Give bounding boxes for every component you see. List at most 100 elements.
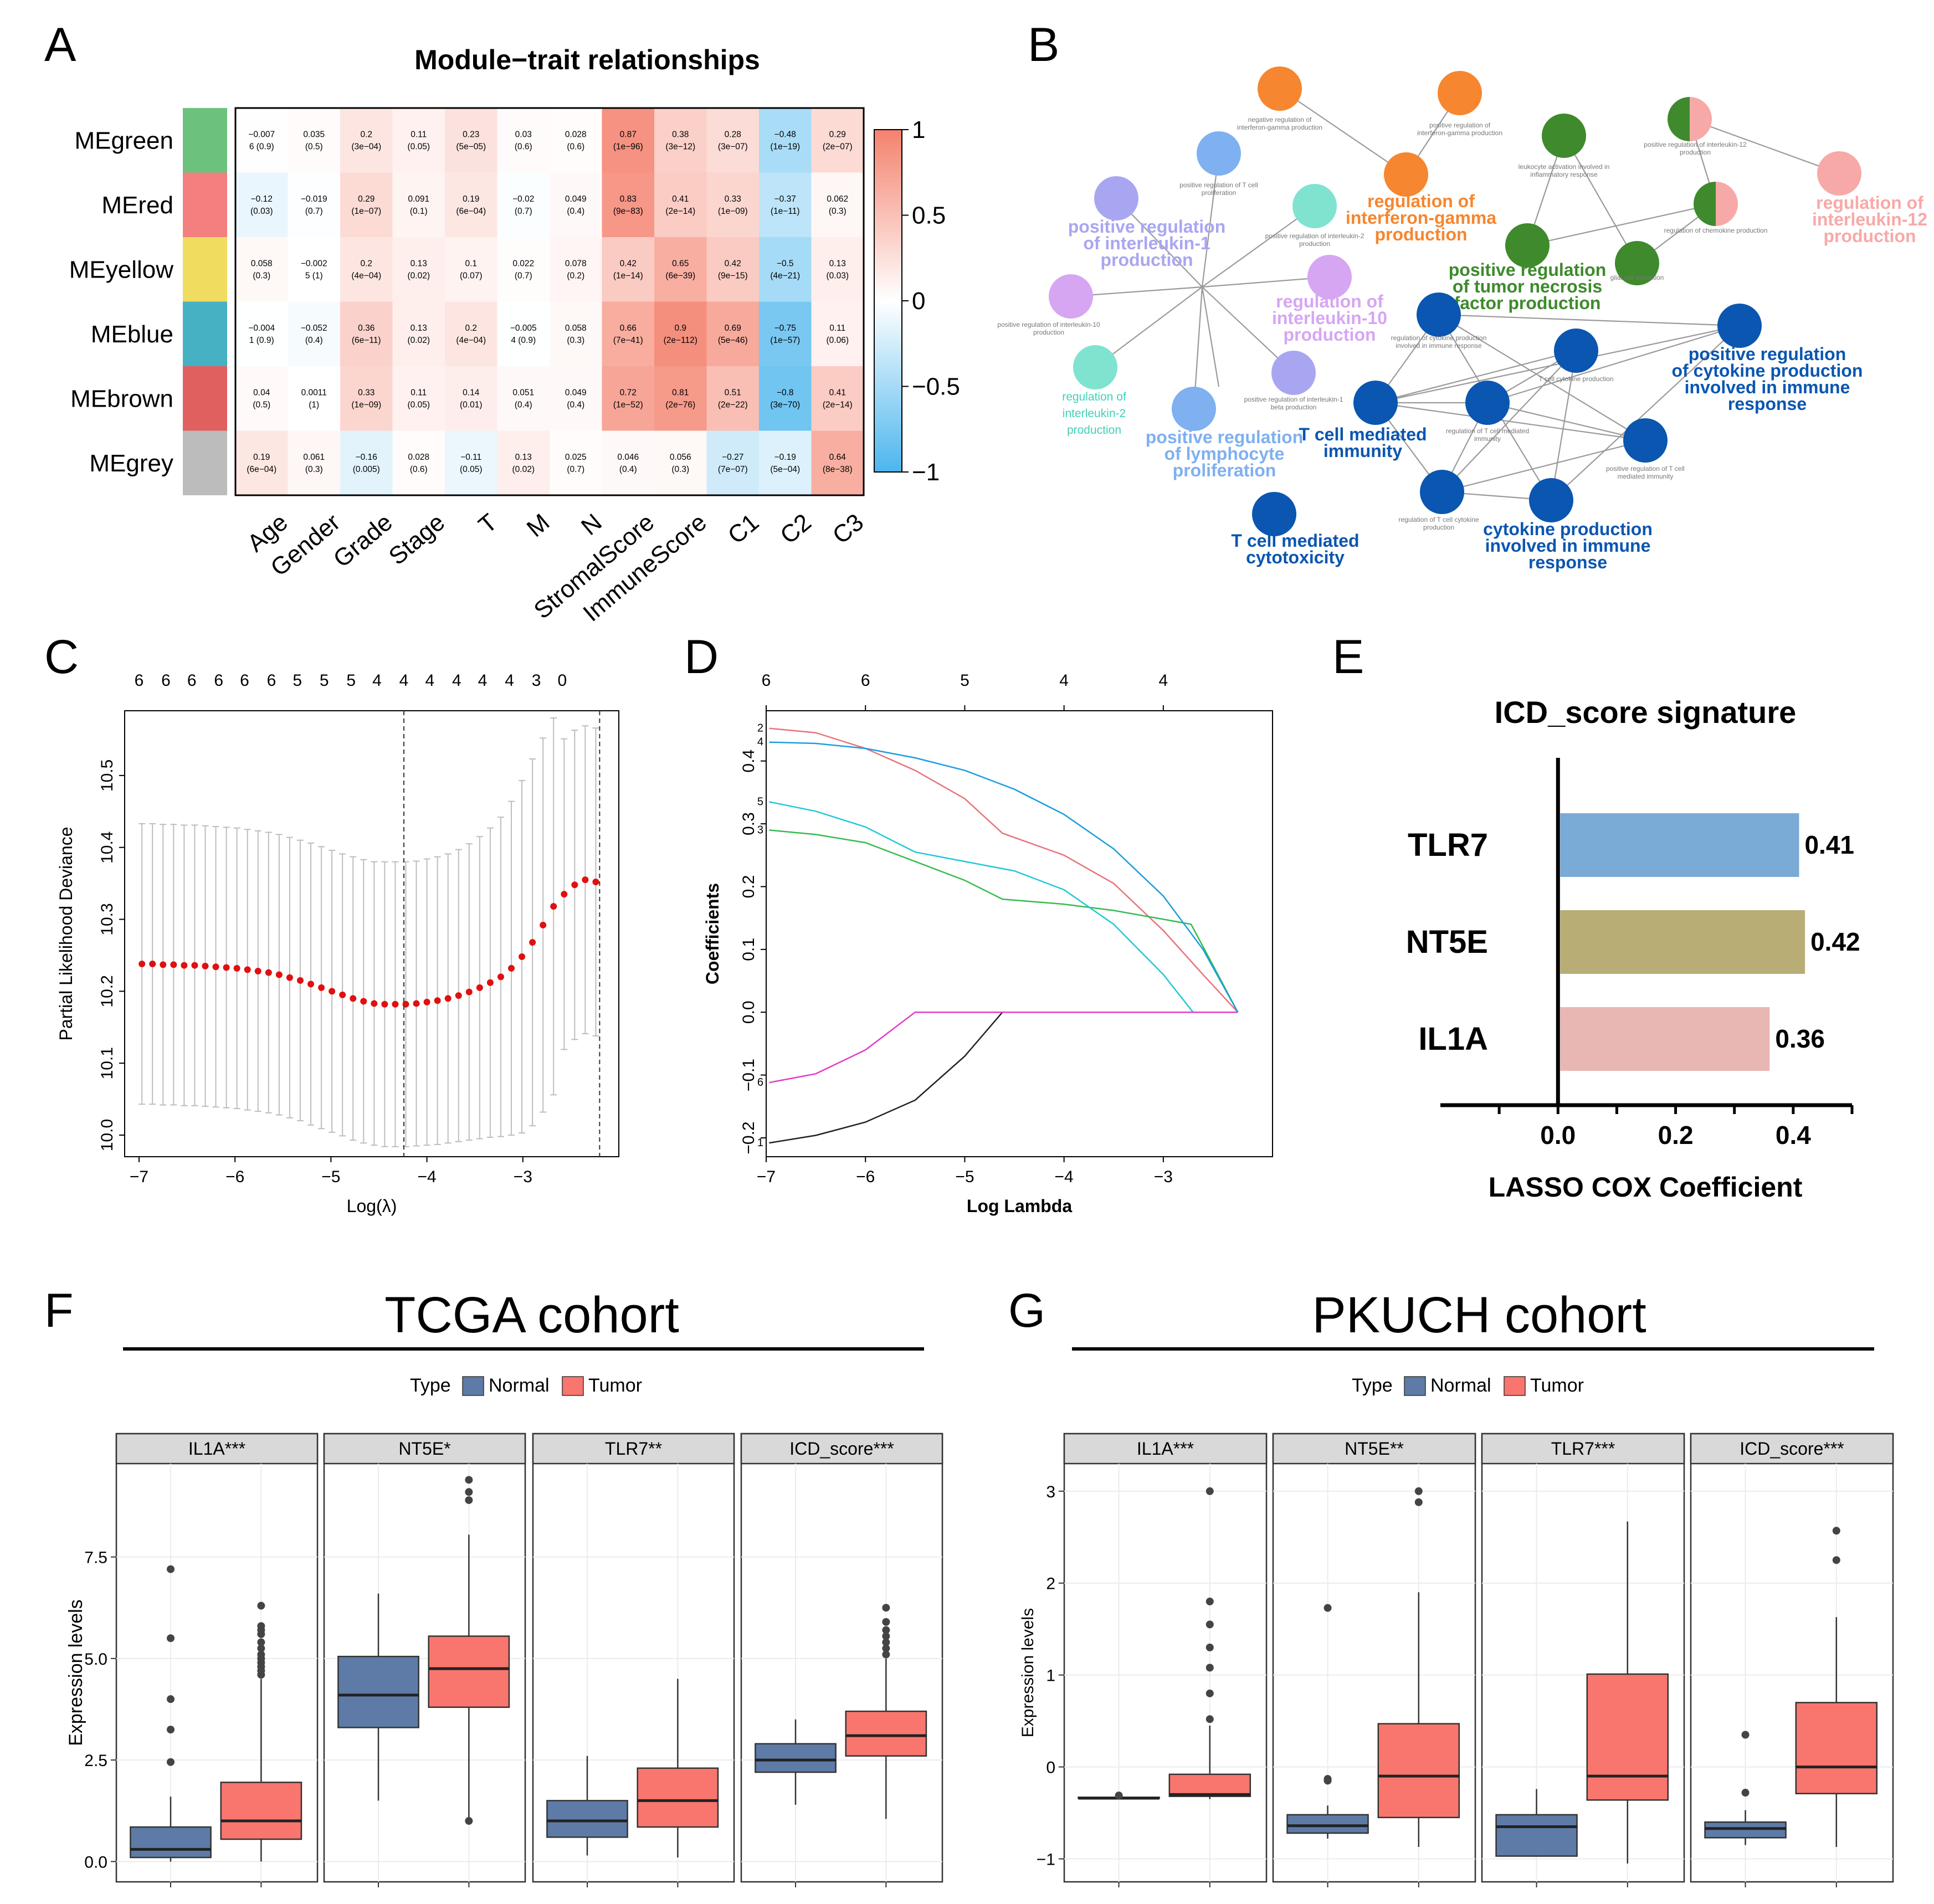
heatmap-cell — [445, 366, 497, 431]
deviance-point — [149, 961, 156, 968]
path-label: 6 — [757, 1076, 763, 1089]
heatmap-cell — [654, 237, 707, 302]
bar-value-label: 0.41 — [1804, 830, 1854, 859]
box-outlier — [1832, 1527, 1840, 1535]
cell-correlation: −0.11 — [460, 453, 481, 462]
x-tick-label: −4 — [417, 1168, 436, 1186]
cell-correlation: 0.022 — [512, 259, 534, 268]
network-node — [1353, 381, 1398, 425]
heatmap-cell — [811, 108, 864, 173]
x-axis-label: Log(λ) — [347, 1196, 397, 1216]
column-label: Stage — [384, 509, 450, 570]
node-label: response — [1728, 394, 1807, 414]
cell-pvalue: (0.1) — [410, 207, 428, 216]
bar-value-label: 0.42 — [1810, 927, 1860, 956]
y-tick-label: 2 — [1046, 1575, 1055, 1593]
node-label: production — [1823, 226, 1916, 246]
network-edge — [1095, 286, 1203, 368]
box-outlier — [1323, 1604, 1332, 1612]
heatmap-cell — [811, 237, 864, 302]
cell-correlation: 0.2 — [360, 259, 372, 268]
network-node — [1465, 381, 1510, 425]
deviance-point — [329, 988, 336, 995]
top-count-label: 5 — [346, 671, 356, 690]
box — [130, 1826, 212, 1859]
cell-pvalue: (0.05) — [408, 142, 430, 151]
y-tick-label: −0.1 — [740, 1059, 758, 1091]
cell-correlation: 0.19 — [253, 453, 270, 462]
network-node — [1438, 71, 1482, 115]
deviance-point — [160, 961, 167, 968]
bar — [1560, 910, 1805, 974]
box-outlier — [257, 1602, 265, 1610]
cell-correlation: 0.058 — [251, 259, 273, 268]
deviance-point — [212, 963, 219, 971]
deviance-point — [265, 969, 272, 976]
node-label: positive regulation of T cell — [1606, 465, 1685, 473]
facet-title: ICD_score*** — [789, 1439, 894, 1459]
legend-label: Normal — [489, 1375, 550, 1396]
cell-correlation: 0.2 — [360, 130, 372, 139]
x-tick-label: −3 — [1154, 1168, 1173, 1186]
cell-correlation: 0.025 — [565, 453, 587, 462]
cell-correlation: −0.27 — [722, 453, 743, 462]
row-label: MEyellow — [69, 256, 173, 283]
deviance-point — [571, 881, 578, 889]
deviance-point — [181, 962, 188, 969]
box — [1286, 1814, 1369, 1834]
cell-pvalue: 6 (0.9) — [249, 142, 274, 151]
deviance-point — [423, 998, 430, 1005]
cell-pvalue: (3e−07) — [718, 142, 748, 151]
heatmap-cell — [288, 108, 341, 173]
cell-pvalue: (0.7) — [305, 207, 323, 216]
facet-strip — [1690, 1433, 1894, 1465]
y-tick-label: 1 — [1046, 1667, 1055, 1685]
heatmap-cell — [392, 108, 445, 173]
node-label: interferon-gamma production — [1237, 124, 1322, 131]
box-outlier — [1205, 1689, 1214, 1697]
box — [220, 1782, 302, 1840]
heatmap-cell — [288, 430, 341, 496]
cell-correlation: 0.035 — [303, 130, 325, 139]
node-label: production — [1067, 424, 1121, 437]
cell-pvalue: (0.3) — [671, 465, 689, 474]
node-label: cytotoxicity — [1246, 547, 1345, 567]
heatmap-cell — [235, 237, 288, 302]
cell-pvalue: (1) — [309, 400, 319, 409]
facet-panel — [1690, 1433, 1894, 1883]
module-color-swatch — [183, 172, 227, 237]
cell-pvalue: (2e−14) — [823, 400, 853, 409]
top-count-label: 5 — [293, 671, 302, 690]
box-outlier — [167, 1695, 175, 1703]
node-label: interferon-gamma — [1346, 208, 1496, 228]
cell-correlation: 0.41 — [672, 194, 689, 204]
cell-correlation: 0.091 — [408, 194, 429, 204]
node-label: production — [1299, 240, 1330, 248]
cell-correlation: 0.056 — [670, 453, 691, 462]
cell-correlation: 0.061 — [303, 453, 325, 462]
cell-pvalue: (0.02) — [408, 271, 430, 280]
legend-label: Tumor — [588, 1375, 642, 1396]
heatmap-cell — [550, 108, 602, 173]
heatmap-cell — [550, 366, 602, 431]
cell-correlation: 0.078 — [565, 259, 587, 268]
top-count-label: 6 — [762, 671, 771, 690]
node-label: regulation of cytokine production — [1391, 334, 1487, 342]
network-node — [1384, 152, 1428, 197]
cell-pvalue: (0.03) — [827, 271, 849, 280]
coefficient-path — [769, 741, 1239, 1013]
cell-pvalue: (0.7) — [515, 271, 532, 280]
deviance-point — [307, 981, 315, 988]
cell-correlation: −0.75 — [774, 324, 796, 333]
cell-correlation: 0.72 — [620, 388, 637, 397]
deviance-point — [508, 964, 515, 972]
cell-correlation: 0.9 — [674, 324, 686, 333]
cohort-title: PKUCH cohort — [1312, 1287, 1646, 1343]
deviance-point — [592, 879, 599, 886]
cell-correlation: 0.11 — [411, 130, 427, 139]
heatmap-cell — [654, 172, 707, 238]
node-label: of interleukin-1 — [1083, 233, 1210, 253]
heatmap-cell — [497, 366, 550, 431]
cell-pvalue: (0.02) — [408, 336, 430, 345]
heatmap-cell — [392, 366, 445, 431]
